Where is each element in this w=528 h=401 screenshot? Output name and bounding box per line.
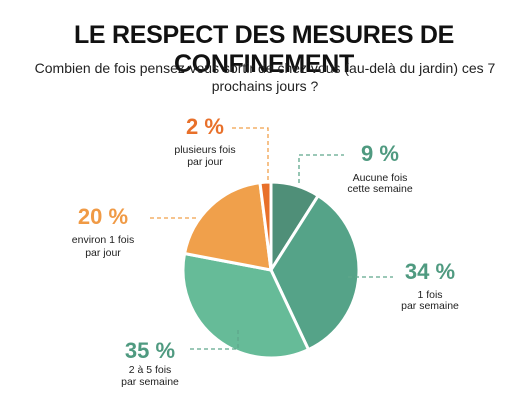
pct-label-une-fois-semaine: 34 % — [405, 259, 455, 284]
leader-line-deux-a-cinq-fois — [190, 330, 239, 350]
pct-label-aucune-fois: 9 % — [361, 141, 399, 166]
pct-label-deux-a-cinq-fois: 35 % — [125, 338, 175, 363]
category-label-une-fois-semaine: par semaine — [401, 300, 459, 312]
pie-slice-plusieurs-fois-jour — [258, 180, 273, 272]
category-label-aucune-fois: Aucune fois — [353, 172, 408, 184]
category-label-deux-a-cinq-fois: 2 à 5 fois — [129, 364, 172, 376]
pie-slices — [181, 180, 361, 360]
category-label-une-fois-semaine: 1 fois — [417, 289, 442, 301]
leader-lines — [150, 127, 393, 350]
chart-subtitle: Combien de fois pensez-vous sortir de ch… — [34, 60, 496, 94]
category-label-plusieurs-fois-jour: par jour — [187, 156, 223, 168]
pct-label-plusieurs-fois-jour: 2 % — [186, 114, 224, 139]
pie-slice-deux-a-cinq-fois — [181, 252, 310, 360]
category-label-une-fois-jour: environ 1 fois — [72, 234, 134, 246]
chart-title: LE RESPECT DES MESURES DE CONFINEMENT — [73, 21, 455, 78]
leader-line-aucune-fois — [298, 154, 344, 183]
category-label-deux-a-cinq-fois: par semaine — [121, 376, 179, 388]
leader-line-plusieurs-fois-jour — [232, 127, 269, 182]
pie-slice-une-fois-jour — [183, 181, 273, 272]
pie-slice-une-fois-semaine — [269, 194, 361, 352]
category-label-aucune-fois: cette semaine — [347, 183, 413, 195]
pct-label-une-fois-jour: 20 % — [78, 204, 128, 229]
category-label-une-fois-jour: par jour — [85, 247, 121, 259]
category-label-plusieurs-fois-jour: plusieurs fois — [174, 144, 235, 156]
